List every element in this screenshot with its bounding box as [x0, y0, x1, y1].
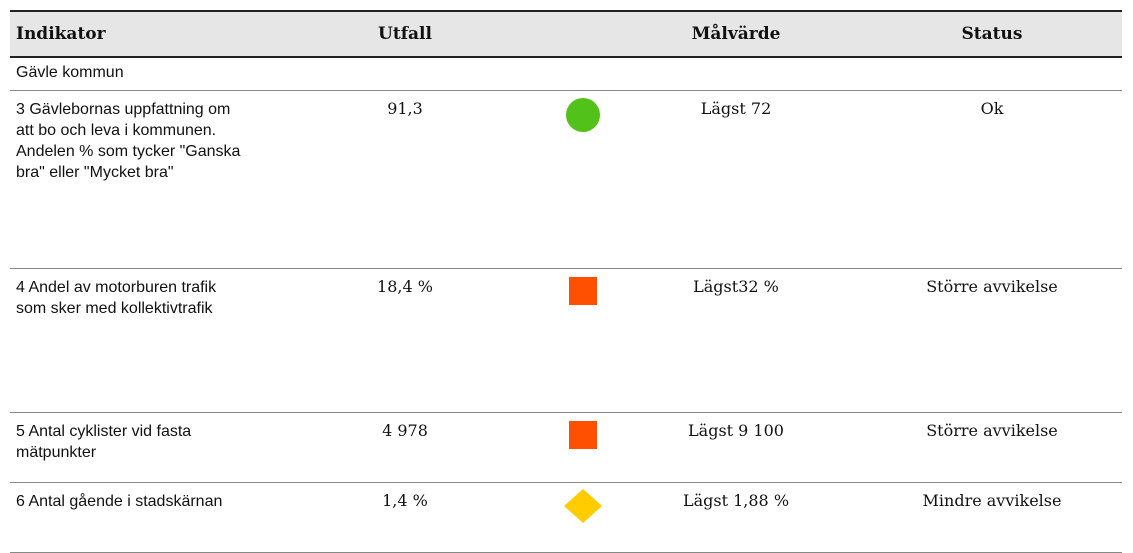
square-icon [568, 421, 597, 449]
status: Mindre avvikelse [862, 482, 1122, 553]
header-cell [555, 10, 610, 58]
header-row: Indikator Utfall Målvärde Status [10, 10, 1122, 58]
outcome: 4 978 [255, 412, 555, 483]
circle-icon [565, 98, 600, 132]
header-cell: Status [862, 10, 1122, 58]
row: 5 Antal cyklister vid fasta mätpunkter 4… [10, 412, 1122, 483]
group-cell: Gävle kommun [10, 57, 1122, 91]
row: 6 Antal gående i stadskärnan 1,4 % Lägst… [10, 482, 1122, 553]
header-cell: Utfall [255, 10, 555, 58]
page: {"table": { "header": ["Indikator", "Utf… [10, 10, 1122, 553]
indicator: 3 Gävlebornas uppfattning om att bo och … [10, 90, 255, 269]
outcome: 18,4 % [255, 268, 555, 413]
target: Lägst 72 [610, 90, 862, 269]
indicator-table: Indikator Utfall Målvärde Status Gävle k… [10, 10, 1122, 553]
outcome: 91,3 [255, 90, 555, 269]
status-icon [555, 90, 610, 269]
status-icon [555, 482, 610, 553]
group-row: Gävle kommun [10, 57, 1122, 91]
target: Lägst32 % [610, 268, 862, 413]
indicator: 5 Antal cyklister vid fasta mätpunkter [10, 412, 255, 483]
header-cell: Målvärde [610, 10, 862, 58]
row: 4 Andel av motorburen trafik som sker me… [10, 268, 1122, 413]
outcome: 1,4 % [255, 482, 555, 553]
diamond-icon [563, 489, 602, 523]
status: Större avvikelse [862, 412, 1122, 483]
row: 3 Gävlebornas uppfattning om att bo och … [10, 90, 1122, 269]
target: Lägst 1,88 % [610, 482, 862, 553]
status-icon [555, 412, 610, 483]
status: Ok [862, 90, 1122, 269]
indicator: 6 Antal gående i stadskärnan [10, 482, 255, 553]
target: Lägst 9 100 [610, 412, 862, 483]
status: Större avvikelse [862, 268, 1122, 413]
status-icon [555, 268, 610, 413]
indicator: 4 Andel av motorburen trafik som sker me… [10, 268, 255, 413]
header-cell: Indikator [10, 10, 255, 58]
square-icon [568, 277, 597, 305]
